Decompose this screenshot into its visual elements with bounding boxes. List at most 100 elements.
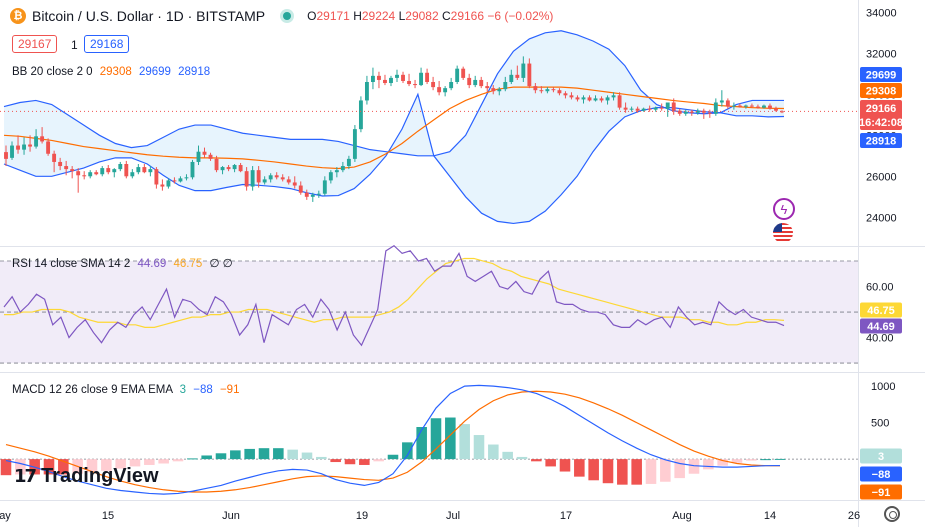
macd-histogram-bar bbox=[602, 459, 614, 484]
rsi-legend[interactable]: RSI 14 close SMA 14 2 44.69 46.75 ∅ ∅ bbox=[12, 256, 233, 270]
candle-body bbox=[389, 77, 393, 84]
candle-body bbox=[118, 164, 123, 170]
bb-legend-name: BB 20 close 2 0 bbox=[12, 66, 93, 78]
candle-body bbox=[148, 169, 153, 173]
candle-body bbox=[503, 82, 508, 90]
candle-body bbox=[455, 68, 460, 82]
candle-body bbox=[106, 168, 111, 173]
candle-body bbox=[202, 151, 207, 155]
symbol-title[interactable]: Bitcoin / U.S. Dollar · 1D · BITSTAMP bbox=[32, 8, 266, 24]
market-open-dot-icon bbox=[283, 12, 292, 20]
sell-price-button[interactable]: 29167 bbox=[12, 35, 58, 53]
time-axis-label: ay bbox=[0, 510, 11, 522]
candle-body bbox=[701, 110, 706, 113]
macd-legend-hist: 3 bbox=[179, 384, 187, 396]
macd-legend[interactable]: MACD 12 26 close 9 EMA EMA 3 −88 −91 bbox=[12, 384, 239, 396]
rsi-axis-tick: 60.00 bbox=[866, 282, 894, 294]
candle-body bbox=[16, 145, 20, 150]
candle-body bbox=[28, 144, 33, 147]
candle-body bbox=[256, 170, 261, 183]
candle-body bbox=[689, 111, 694, 113]
candle-body bbox=[629, 108, 634, 110]
rsi-sma-line bbox=[4, 257, 785, 328]
candle-body bbox=[130, 172, 135, 177]
candle-body bbox=[70, 169, 75, 172]
candle-body bbox=[178, 178, 183, 182]
tradingview-logo[interactable]: 𝟭𝟳 TradingView bbox=[14, 465, 159, 488]
candle-body bbox=[425, 72, 430, 82]
candle-body bbox=[515, 74, 520, 78]
candle-body bbox=[22, 144, 26, 150]
candle-body bbox=[88, 172, 93, 177]
candle-body bbox=[731, 105, 736, 107]
bb-legend[interactable]: BB 20 close 2 0 29308 29699 28918 bbox=[12, 66, 210, 78]
macd-legend-signal: −91 bbox=[219, 384, 240, 396]
ohlc-change: −6 (−0.02%) bbox=[487, 9, 554, 23]
candle-body bbox=[82, 175, 87, 177]
rsi-price-label: 44.69 bbox=[867, 321, 895, 333]
macd-histogram-bar bbox=[273, 448, 284, 460]
candle-body bbox=[665, 102, 670, 109]
us-flag-icon[interactable] bbox=[773, 223, 793, 243]
tradingview-logo-text: TradingView bbox=[41, 465, 159, 487]
macd-histogram-bar bbox=[746, 459, 757, 461]
time-axis-label: Jul bbox=[446, 510, 460, 522]
rsi-sma-price-label-bg bbox=[860, 302, 902, 318]
basis-price-label-bg bbox=[860, 83, 902, 98]
macd-histogram-bar bbox=[516, 456, 528, 460]
macd-histogram-bar bbox=[531, 459, 542, 462]
upper-band-price-label-bg bbox=[860, 67, 902, 82]
candle-body bbox=[485, 86, 490, 89]
candle-body bbox=[671, 102, 676, 111]
macd-signal-price-label-bg bbox=[860, 484, 902, 500]
macd-histogram-bar bbox=[559, 459, 571, 472]
rsi-legend-value: 44.69 bbox=[137, 258, 167, 270]
macd-signal-line bbox=[5, 390, 781, 493]
macd-histogram-bar bbox=[115, 459, 126, 469]
candle-body bbox=[196, 151, 201, 162]
candle-body bbox=[623, 107, 628, 110]
candle-body bbox=[437, 87, 442, 93]
candle-body bbox=[563, 93, 568, 96]
candle-body bbox=[244, 171, 249, 187]
candle-body bbox=[340, 166, 345, 171]
macd-histogram-bar bbox=[129, 459, 141, 467]
ohlc-close: 29166 bbox=[450, 9, 485, 23]
candle-body bbox=[395, 74, 399, 78]
candle-body bbox=[184, 177, 189, 179]
macd-histogram-bar bbox=[387, 454, 399, 460]
macd-axis-tick: 500 bbox=[871, 418, 889, 430]
bb-legend-upper: 29699 bbox=[138, 66, 171, 78]
candle-body bbox=[40, 136, 45, 142]
candle-body bbox=[10, 145, 14, 158]
lightning-icon[interactable]: ϟ bbox=[773, 198, 795, 220]
macd-histogram-bar bbox=[674, 459, 685, 479]
candle-body bbox=[473, 79, 478, 86]
candle-body bbox=[647, 108, 652, 110]
candle-body bbox=[780, 111, 784, 113]
candle-body bbox=[280, 177, 285, 180]
settings-gear-icon[interactable] bbox=[884, 506, 900, 522]
candle-body bbox=[274, 175, 279, 178]
candle-body bbox=[659, 107, 664, 109]
candle-body bbox=[749, 105, 754, 107]
macd-histogram-bar bbox=[731, 459, 743, 463]
candle-body bbox=[262, 179, 267, 183]
ohlc-open-label: O bbox=[307, 9, 317, 23]
candle-body bbox=[298, 185, 303, 193]
candle-body bbox=[286, 179, 291, 183]
lower-band-price-label-bg bbox=[860, 133, 902, 148]
candle-body bbox=[695, 110, 700, 113]
candle-body bbox=[76, 171, 81, 176]
candle-body bbox=[208, 154, 213, 159]
macd-hist-price-label-bg bbox=[860, 448, 902, 464]
candle-body bbox=[358, 100, 363, 130]
candle-body bbox=[94, 172, 99, 175]
buy-price-button[interactable]: 29168 bbox=[84, 35, 130, 53]
candle-body bbox=[328, 172, 333, 181]
macd-line bbox=[5, 384, 781, 495]
macd-histogram-bar bbox=[144, 459, 155, 465]
bb-legend-lower: 28918 bbox=[178, 66, 211, 78]
candle-body bbox=[292, 182, 297, 186]
